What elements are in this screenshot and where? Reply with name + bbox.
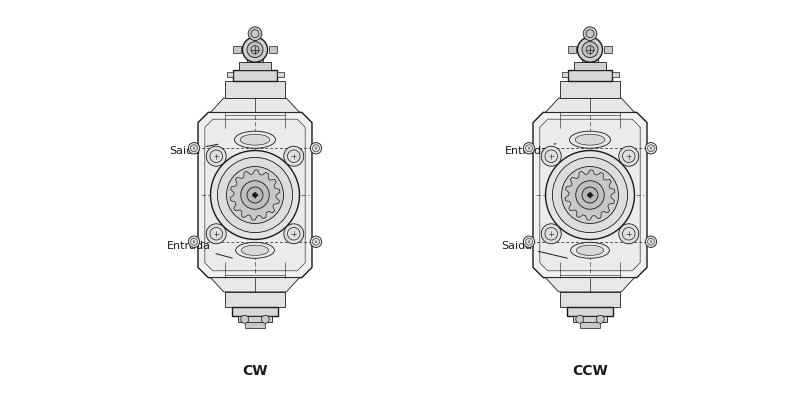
Polygon shape [582,57,598,62]
Polygon shape [232,307,278,316]
Polygon shape [562,73,569,77]
Polygon shape [230,170,280,220]
Polygon shape [238,316,272,322]
Circle shape [646,142,657,154]
Circle shape [188,236,199,247]
Ellipse shape [570,131,610,148]
Circle shape [241,181,269,209]
Polygon shape [540,119,640,271]
Ellipse shape [570,242,610,258]
Polygon shape [561,292,620,307]
Polygon shape [545,278,634,292]
Ellipse shape [235,131,276,148]
Circle shape [207,224,226,244]
Text: Entrada: Entrada [167,241,232,258]
Ellipse shape [575,134,605,145]
Circle shape [247,187,263,203]
Circle shape [562,166,618,223]
Circle shape [588,193,592,197]
Text: CW: CW [242,364,268,378]
Circle shape [619,146,638,166]
Polygon shape [268,46,276,53]
Circle shape [541,146,562,166]
Ellipse shape [235,242,275,258]
Circle shape [261,315,269,323]
Polygon shape [211,98,300,113]
Circle shape [248,27,262,41]
Ellipse shape [241,245,268,255]
Circle shape [576,315,584,323]
Polygon shape [233,69,276,81]
Circle shape [284,146,304,166]
Polygon shape [225,292,284,307]
Polygon shape [604,46,612,53]
Text: Entrada: Entrada [505,144,556,156]
Circle shape [545,150,634,239]
Polygon shape [239,62,271,69]
Circle shape [582,187,598,203]
Polygon shape [205,119,305,271]
Polygon shape [245,322,265,328]
Polygon shape [233,46,241,53]
Circle shape [227,166,284,223]
Circle shape [553,157,628,233]
Circle shape [596,315,604,323]
Text: Saida: Saida [170,144,218,156]
Polygon shape [227,73,233,77]
Polygon shape [567,307,613,316]
Circle shape [619,224,638,244]
Polygon shape [247,57,263,62]
Circle shape [646,236,657,247]
Circle shape [310,236,322,247]
Circle shape [576,181,604,209]
Circle shape [284,224,304,244]
Polygon shape [276,73,284,77]
Circle shape [207,146,226,166]
Circle shape [243,37,268,62]
Circle shape [211,150,300,239]
Polygon shape [198,113,312,278]
Polygon shape [225,81,284,98]
Polygon shape [545,98,634,113]
Polygon shape [612,73,618,77]
Circle shape [583,27,597,41]
Polygon shape [211,278,300,292]
Polygon shape [533,113,647,278]
Polygon shape [561,81,620,98]
Circle shape [541,224,562,244]
Polygon shape [565,170,615,220]
Circle shape [253,193,257,197]
Text: CCW: CCW [572,364,608,378]
Circle shape [523,142,535,154]
Circle shape [578,37,602,62]
Polygon shape [569,46,577,53]
Polygon shape [580,322,600,328]
Polygon shape [573,316,607,322]
Circle shape [217,157,292,233]
Circle shape [188,142,199,154]
Circle shape [523,236,535,247]
Polygon shape [574,62,606,69]
Circle shape [247,41,263,57]
Circle shape [310,142,322,154]
Text: Saida: Saida [501,241,567,258]
Ellipse shape [577,245,604,255]
Polygon shape [569,69,612,81]
Ellipse shape [240,134,270,145]
Circle shape [241,315,249,323]
Circle shape [582,41,598,57]
